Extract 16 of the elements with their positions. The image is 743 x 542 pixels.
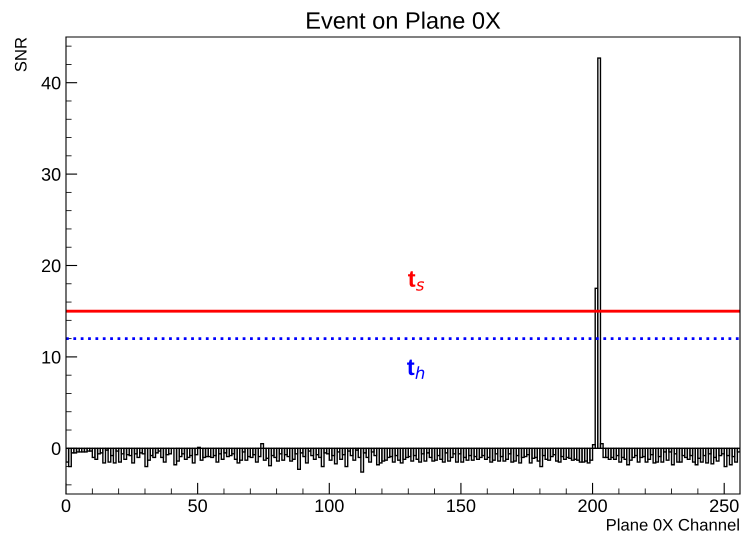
y-tick-label: 10 <box>42 350 60 364</box>
y-tick-label: 20 <box>42 259 60 272</box>
y-tick-label: 30 <box>42 168 60 181</box>
y-tick-label: 0 <box>52 442 60 456</box>
x-tick-label: 250 <box>710 499 739 512</box>
x-tick-label: 0 <box>62 499 70 512</box>
x-tick-label: 200 <box>578 499 607 512</box>
ref-line-label: t$_{s}$ <box>408 271 424 291</box>
x-tick-label: 100 <box>316 499 344 512</box>
chart-title: Event on Plane 0X <box>307 12 500 29</box>
x-tick-label: 150 <box>447 499 476 512</box>
x-tick-label: 50 <box>188 499 207 512</box>
y-tick-label: 40 <box>41 76 60 90</box>
ref-line-label: t$_{h}$ <box>407 360 424 379</box>
x-axis-title: Plane 0X Channel <box>607 518 739 531</box>
y-axis-title: SNR <box>14 38 27 72</box>
